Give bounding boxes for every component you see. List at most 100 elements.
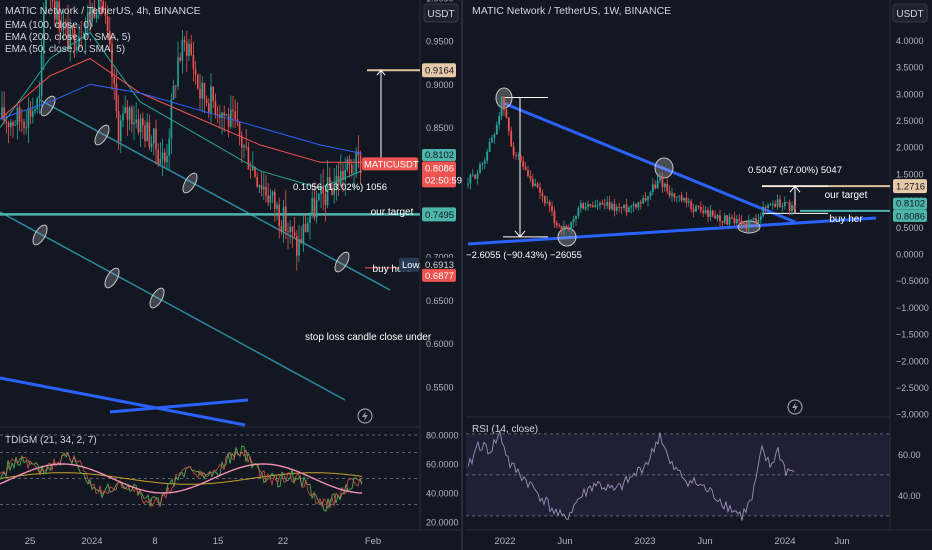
left-candle-body <box>104 12 107 17</box>
left-candle-body <box>43 11 45 54</box>
left-candle-body <box>274 191 276 209</box>
right-candle-body <box>515 155 517 156</box>
right-candle-body <box>707 210 709 217</box>
right-candle-body <box>738 219 741 221</box>
right-candle-body <box>555 222 558 226</box>
right-replay-icon[interactable] <box>787 399 803 415</box>
left-candle-body <box>102 1 104 13</box>
right-candle-body <box>704 210 707 213</box>
right-candle-body <box>503 96 505 110</box>
right-candle-body <box>723 215 726 223</box>
right-y-tick-label: 4.0000 <box>896 36 924 46</box>
left-candle-body <box>148 122 151 148</box>
left-candle-body <box>260 185 263 190</box>
right-candle-body <box>507 117 510 131</box>
left-symbol-tag-text: MATICUSDT <box>364 159 419 170</box>
right-candle-body <box>613 203 616 211</box>
left-price-countdown-box <box>422 161 456 188</box>
left-candle-body <box>157 149 159 164</box>
left-candle-body <box>201 82 203 99</box>
left-candle-body <box>111 44 113 78</box>
left-candle-body <box>236 119 239 122</box>
left-y-tick-label: 0.6000 <box>426 339 454 349</box>
left-candle-body <box>214 100 217 115</box>
left-candle-body <box>56 1 58 20</box>
left-candle-body <box>230 109 232 127</box>
left-candle-body <box>318 193 320 201</box>
left-candle-body <box>3 107 5 123</box>
left-candle-body <box>100 0 102 2</box>
left-candle-body <box>21 121 23 123</box>
right-candle-body <box>747 221 750 228</box>
left-candle-body <box>344 169 346 180</box>
left-candle-body <box>109 31 111 45</box>
left-candle-body <box>23 121 25 129</box>
right-candle-body <box>565 226 568 228</box>
left-candle-body <box>95 12 98 19</box>
left-candle-body <box>208 103 210 114</box>
right-buy-value: 0.8086 <box>896 211 925 222</box>
left-chart-title: MATIC Network / TetherUS, 4h, BINANCE <box>5 5 201 17</box>
right-candle-body <box>623 204 625 208</box>
right-candle-body <box>764 207 767 209</box>
right-candle-body <box>649 192 652 197</box>
left-osc-y-tick-label: 60.0000 <box>426 460 459 470</box>
right-candle-body <box>611 203 613 210</box>
left-candle-body <box>335 175 338 185</box>
left-candle-body <box>304 224 307 232</box>
right-candle-body <box>512 146 515 156</box>
left-candle-body <box>7 122 10 128</box>
right-candle-body <box>740 220 743 224</box>
right-target-value: 1.2716 <box>896 182 925 193</box>
right-currency-label: USDT <box>896 9 923 20</box>
right-candle-body <box>572 219 575 222</box>
right-time-axis: 2022 Jun 2023 Jun 2024 Jun <box>494 536 849 547</box>
left-candle-body <box>315 200 318 218</box>
left-candle-body <box>322 185 324 194</box>
left-candle-body <box>329 177 331 188</box>
right-y-tick-label: 1.5000 <box>896 169 924 179</box>
right-candle-body <box>750 219 753 222</box>
right-candle-body <box>584 207 587 209</box>
left-touch-ellipse <box>104 267 120 289</box>
right-candle-body <box>599 202 601 206</box>
left-touch-ellipse <box>149 287 165 309</box>
left-candle-body <box>271 191 274 196</box>
left-osc-line-slow <box>0 463 363 494</box>
right-candle-body <box>774 203 777 207</box>
left-candle-body <box>307 222 309 232</box>
left-candle-body <box>126 107 129 120</box>
right-candle-body <box>654 184 657 189</box>
right-candle-body <box>524 166 527 170</box>
left-candle-body <box>289 226 291 233</box>
left-candle-body <box>124 107 126 114</box>
right-candle-body <box>527 169 529 176</box>
right-candle-body <box>675 196 678 198</box>
right-candle-body <box>541 192 544 197</box>
right-candle-body <box>673 193 676 198</box>
left-x-tick-label: Feb <box>365 536 381 547</box>
left-oscillator-title: TDIGM (21, 34, 2, 7) <box>5 435 97 446</box>
left-currency-button[interactable] <box>423 3 459 23</box>
right-currency-button[interactable] <box>892 3 928 23</box>
left-candle-body <box>234 111 236 120</box>
left-ema-lines <box>0 32 363 189</box>
left-candle-body <box>93 6 96 19</box>
right-candle-body <box>558 225 561 227</box>
right-candle-body <box>531 178 534 186</box>
left-y-tick-label: 0.6500 <box>426 296 454 306</box>
right-candle-body <box>743 223 745 225</box>
left-candles <box>1 0 362 271</box>
left-candle-body <box>128 107 131 120</box>
right-candle-body <box>692 208 695 212</box>
left-candle-body <box>18 107 21 122</box>
left-candle-body <box>73 29 76 51</box>
right-candle-body <box>656 180 659 189</box>
left-candle-body <box>199 88 201 99</box>
right-candle-body <box>594 205 597 208</box>
left-replay-icon[interactable] <box>357 408 373 424</box>
left-candle-body <box>351 164 353 174</box>
left-candle-body <box>65 21 67 23</box>
right-candle-body <box>563 226 565 231</box>
right-candle-body <box>627 207 630 213</box>
